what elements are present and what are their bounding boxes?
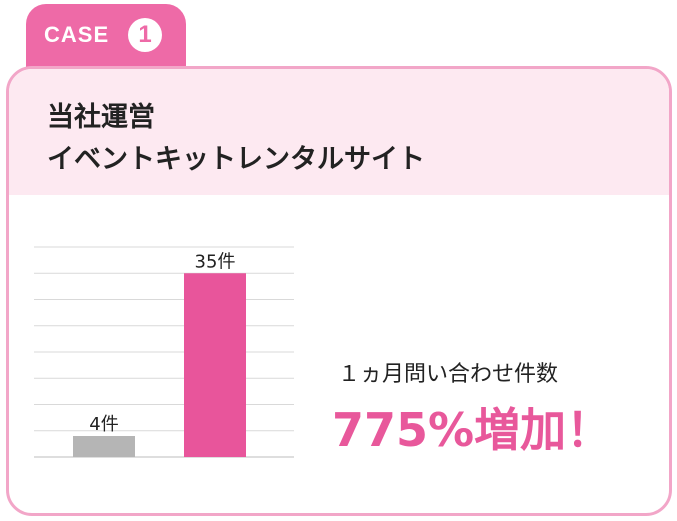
case-card: 当社運営 イベントキットレンタルサイト [6, 66, 672, 516]
chart-bar [184, 273, 246, 457]
case-number-icon: 1 [128, 18, 162, 52]
card-header: 当社運営 イベントキットレンタルサイト [9, 69, 669, 195]
bar-data-label: 4件 [89, 414, 118, 435]
header-title-line1: 当社運営 [47, 102, 155, 133]
case-label: CASE [44, 22, 110, 47]
metric-value: 775%増加！ [332, 403, 613, 457]
chart-bar [73, 436, 135, 457]
header-title-line2: イベントキットレンタルサイト [47, 144, 425, 175]
metric-label: １ヵ月問い合わせ件数 [338, 362, 559, 387]
bar-data-label: 35件 [195, 251, 236, 272]
